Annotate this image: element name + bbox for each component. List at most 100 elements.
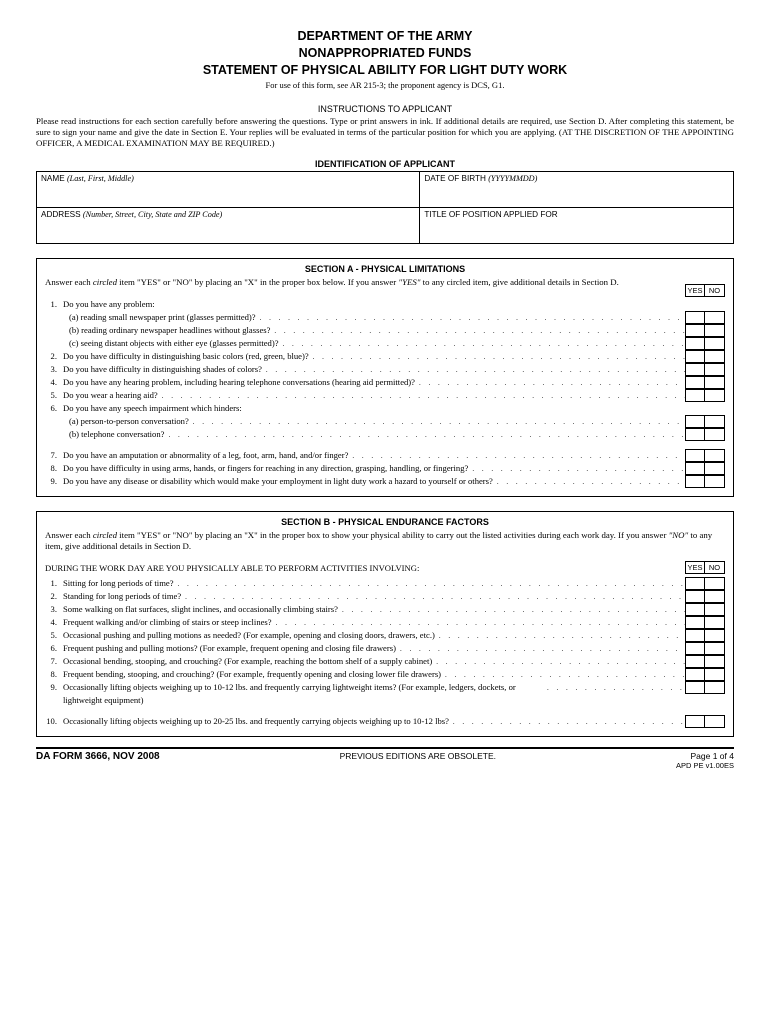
position-title-field[interactable]: TITLE OF POSITION APPLIED FOR bbox=[420, 207, 734, 243]
question-text: (a) person-to-person conversation? bbox=[69, 415, 189, 428]
yes-no-boxes bbox=[685, 577, 725, 590]
leader-dots: . . . . . . . . . . . . . . . . . . . . … bbox=[174, 577, 685, 590]
no-checkbox[interactable] bbox=[705, 389, 725, 402]
question-row: 6.Do you have any speech impairment whic… bbox=[45, 402, 725, 415]
question-number: 10. bbox=[45, 715, 63, 728]
leader-dots: . . . . . . . . . . . . . . . . . . . . … bbox=[189, 415, 685, 428]
question-text: Occasionally lifting objects weighing up… bbox=[63, 715, 449, 728]
question-row: 5.Occasional pushing and pulling motions… bbox=[45, 629, 725, 642]
no-checkbox[interactable] bbox=[705, 655, 725, 668]
no-checkbox[interactable] bbox=[705, 668, 725, 681]
section-a-title: SECTION A - PHYSICAL LIMITATIONS bbox=[45, 259, 725, 277]
question-number: 3. bbox=[45, 363, 63, 376]
yes-no-boxes bbox=[685, 363, 725, 376]
no-checkbox[interactable] bbox=[705, 629, 725, 642]
yes-checkbox[interactable] bbox=[685, 350, 705, 363]
yes-no-boxes bbox=[685, 449, 725, 462]
question-row: (b) telephone conversation?. . . . . . .… bbox=[45, 428, 725, 441]
no-checkbox[interactable] bbox=[705, 715, 725, 728]
no-checkbox[interactable] bbox=[705, 415, 725, 428]
yes-no-boxes bbox=[685, 350, 725, 363]
leader-dots: . . . . . . . . . . . . . . . . . . . . … bbox=[256, 311, 685, 324]
no-checkbox[interactable] bbox=[705, 324, 725, 337]
yes-checkbox[interactable] bbox=[685, 449, 705, 462]
no-checkbox[interactable] bbox=[705, 462, 725, 475]
yes-checkbox[interactable] bbox=[685, 363, 705, 376]
no-checkbox[interactable] bbox=[705, 603, 725, 616]
yes-checkbox[interactable] bbox=[685, 324, 705, 337]
yes-checkbox[interactable] bbox=[685, 603, 705, 616]
yes-checkbox[interactable] bbox=[685, 655, 705, 668]
section-b-title: SECTION B - PHYSICAL ENDURANCE FACTORS bbox=[45, 512, 725, 530]
question-row: 4.Do you have any hearing problem, inclu… bbox=[45, 376, 725, 389]
no-checkbox[interactable] bbox=[705, 449, 725, 462]
no-checkbox[interactable] bbox=[705, 350, 725, 363]
leader-dots: . . . . . . . . . . . . . . . . . . . . … bbox=[449, 715, 685, 728]
no-checkbox[interactable] bbox=[705, 681, 725, 694]
leader-dots: . . . . . . . . . . . . . . . . . . . . … bbox=[272, 616, 685, 629]
leader-dots: . . . . . . . . . . . . . . . . . . . . … bbox=[164, 428, 685, 441]
question-row: 2.Do you have difficulty in distinguishi… bbox=[45, 350, 725, 363]
question-text: Do you have any hearing problem, includi… bbox=[63, 376, 415, 389]
yes-no-boxes bbox=[685, 389, 725, 402]
no-checkbox[interactable] bbox=[705, 311, 725, 324]
yes-checkbox[interactable] bbox=[685, 415, 705, 428]
section-a-instructions: Answer each circled item "YES" or "NO" b… bbox=[45, 277, 725, 288]
yes-no-boxes bbox=[685, 415, 725, 428]
question-text: (b) telephone conversation? bbox=[69, 428, 164, 441]
question-number: 1. bbox=[45, 577, 63, 590]
yes-checkbox[interactable] bbox=[685, 616, 705, 629]
no-checkbox[interactable] bbox=[705, 337, 725, 350]
leader-dots bbox=[242, 402, 685, 404]
leader-dots: . . . . . . . . . . . . . . . . . . . . … bbox=[441, 668, 685, 681]
question-number: 8. bbox=[45, 668, 63, 681]
question-row: 1.Do you have any problem: bbox=[45, 298, 725, 311]
no-checkbox[interactable] bbox=[705, 475, 725, 488]
dob-field[interactable]: DATE OF BIRTH (YYYYMMDD) bbox=[420, 171, 734, 207]
question-row: 4.Frequent walking and/or climbing of st… bbox=[45, 616, 725, 629]
yes-checkbox[interactable] bbox=[685, 389, 705, 402]
yes-checkbox[interactable] bbox=[685, 311, 705, 324]
form-header: DEPARTMENT OF THE ARMY NONAPPROPRIATED F… bbox=[36, 28, 734, 90]
no-checkbox[interactable] bbox=[705, 642, 725, 655]
yes-checkbox[interactable] bbox=[685, 668, 705, 681]
yes-no-boxes bbox=[685, 603, 725, 616]
question-number: 9. bbox=[45, 681, 63, 694]
no-checkbox[interactable] bbox=[705, 376, 725, 389]
no-checkbox[interactable] bbox=[705, 577, 725, 590]
yes-checkbox[interactable] bbox=[685, 376, 705, 389]
yes-checkbox[interactable] bbox=[685, 590, 705, 603]
yes-checkbox[interactable] bbox=[685, 642, 705, 655]
yes-checkbox[interactable] bbox=[685, 428, 705, 441]
no-checkbox[interactable] bbox=[705, 363, 725, 376]
yes-checkbox[interactable] bbox=[685, 681, 705, 694]
question-text: Occasional pushing and pulling motions a… bbox=[63, 629, 435, 642]
yes-checkbox[interactable] bbox=[685, 475, 705, 488]
no-checkbox[interactable] bbox=[705, 590, 725, 603]
question-row: 1.Sitting for long periods of time?. . .… bbox=[45, 577, 725, 590]
question-number: 5. bbox=[45, 629, 63, 642]
question-text: Standing for long periods of time? bbox=[63, 590, 181, 603]
question-number: 4. bbox=[45, 616, 63, 629]
question-text: Occasionally lifting objects weighing up… bbox=[63, 681, 543, 707]
question-number: 2. bbox=[45, 350, 63, 363]
yes-checkbox[interactable] bbox=[685, 715, 705, 728]
no-checkbox[interactable] bbox=[705, 616, 725, 629]
yes-checkbox[interactable] bbox=[685, 337, 705, 350]
section-a-questions: YES NO 1.Do you have any problem:(a) rea… bbox=[45, 298, 725, 488]
leader-dots: . . . . . . . . . . . . . . . . . . . . … bbox=[432, 655, 685, 668]
question-row: 3.Some walking on flat surfaces, slight … bbox=[45, 603, 725, 616]
question-number: 1. bbox=[45, 298, 63, 311]
yes-checkbox[interactable] bbox=[685, 629, 705, 642]
question-text: Frequent walking and/or climbing of stai… bbox=[63, 616, 272, 629]
question-text: Sitting for long periods of time? bbox=[63, 577, 174, 590]
yes-checkbox[interactable] bbox=[685, 462, 705, 475]
question-text: (a) reading small newspaper print (glass… bbox=[69, 311, 256, 324]
name-field[interactable]: NAME (Last, First, Middle) bbox=[37, 171, 420, 207]
yes-no-boxes bbox=[685, 642, 725, 655]
yes-no-boxes bbox=[685, 428, 725, 441]
instructions-body: Please read instructions for each sectio… bbox=[36, 116, 734, 149]
address-field[interactable]: ADDRESS (Number, Street, City, State and… bbox=[37, 207, 420, 243]
no-checkbox[interactable] bbox=[705, 428, 725, 441]
yes-checkbox[interactable] bbox=[685, 577, 705, 590]
